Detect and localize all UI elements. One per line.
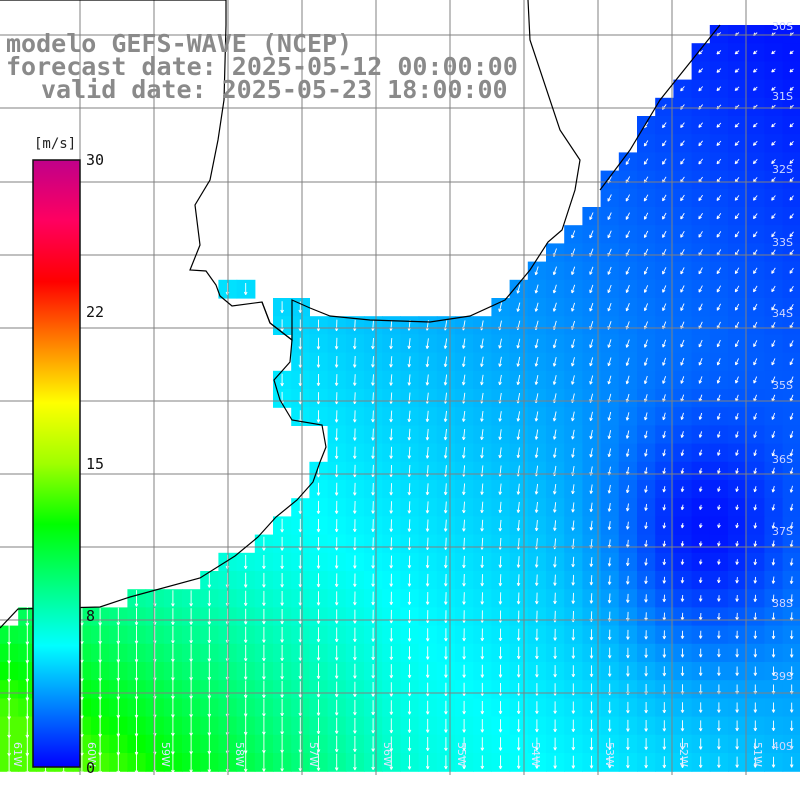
lat-label-40S: 40S bbox=[772, 740, 793, 753]
map-title: modelo GEFS-WAVE (NCEP) forecast date: 2… bbox=[6, 29, 518, 104]
longitude-labels: 61W 60W 59W 58W 57W 56W 55W 54W 53W 52W 51W bbox=[11, 742, 764, 767]
coastline bbox=[0, 0, 721, 629]
lat-lon-grid bbox=[0, 0, 800, 775]
lon-label-53W: 53W bbox=[603, 742, 616, 767]
title-forecast-date: forecast date: 2025-05-12 00:00:00 bbox=[6, 52, 518, 81]
lat-label-37S: 37S bbox=[772, 525, 793, 538]
lat-label-36S: 36S bbox=[772, 453, 793, 466]
lon-label-61W: 61W bbox=[11, 742, 24, 767]
lon-label-52W: 52W bbox=[677, 742, 690, 767]
lon-label-57W: 57W bbox=[307, 742, 320, 767]
title-valid-date: valid date: 2025-05-23 18:00:00 bbox=[41, 75, 508, 104]
colorbar-tick-30: 30 bbox=[86, 151, 104, 169]
lat-label-39S: 39S bbox=[772, 670, 793, 683]
lon-label-54W: 54W bbox=[529, 742, 542, 767]
wind-speed-map: 30S 31S 32S 33S 34S 35S 36S 37S 38S 39S 40S 61W 60W… bbox=[0, 0, 800, 775]
lat-label-38S: 38S bbox=[772, 597, 793, 610]
lat-label-31S: 31S bbox=[772, 90, 793, 103]
lat-label-32S: 32S bbox=[772, 163, 793, 176]
colorbar-tick-22: 22 bbox=[86, 303, 104, 321]
colorbar: [m/s] 30 22 15 8 0 bbox=[32, 136, 104, 777]
lat-label-30S: 30S bbox=[772, 20, 793, 33]
title-model: modelo GEFS-WAVE (NCEP) bbox=[6, 29, 352, 58]
colorbar-tick-8: 8 bbox=[86, 607, 95, 625]
colorbar-gradient bbox=[32, 159, 81, 768]
colorbar-unit: [m/s] bbox=[34, 136, 76, 152]
latitude-labels: 30S 31S 32S 33S 34S 35S 36S 37S 38S 39S 40S bbox=[772, 20, 793, 753]
colorbar-tick-0: 0 bbox=[86, 759, 95, 777]
lon-label-58W: 58W bbox=[233, 742, 246, 767]
lon-label-55W: 55W bbox=[455, 742, 468, 767]
lon-label-59W: 59W bbox=[159, 742, 172, 767]
colorbar-tick-15: 15 bbox=[86, 455, 104, 473]
lat-label-34S: 34S bbox=[772, 307, 793, 320]
lon-label-51W: 51W bbox=[751, 742, 764, 767]
lat-label-33S: 33S bbox=[772, 236, 793, 249]
lon-label-60W: 60W bbox=[85, 742, 98, 767]
lon-label-56W: 56W bbox=[381, 742, 394, 767]
lat-label-35S: 35S bbox=[772, 379, 793, 392]
